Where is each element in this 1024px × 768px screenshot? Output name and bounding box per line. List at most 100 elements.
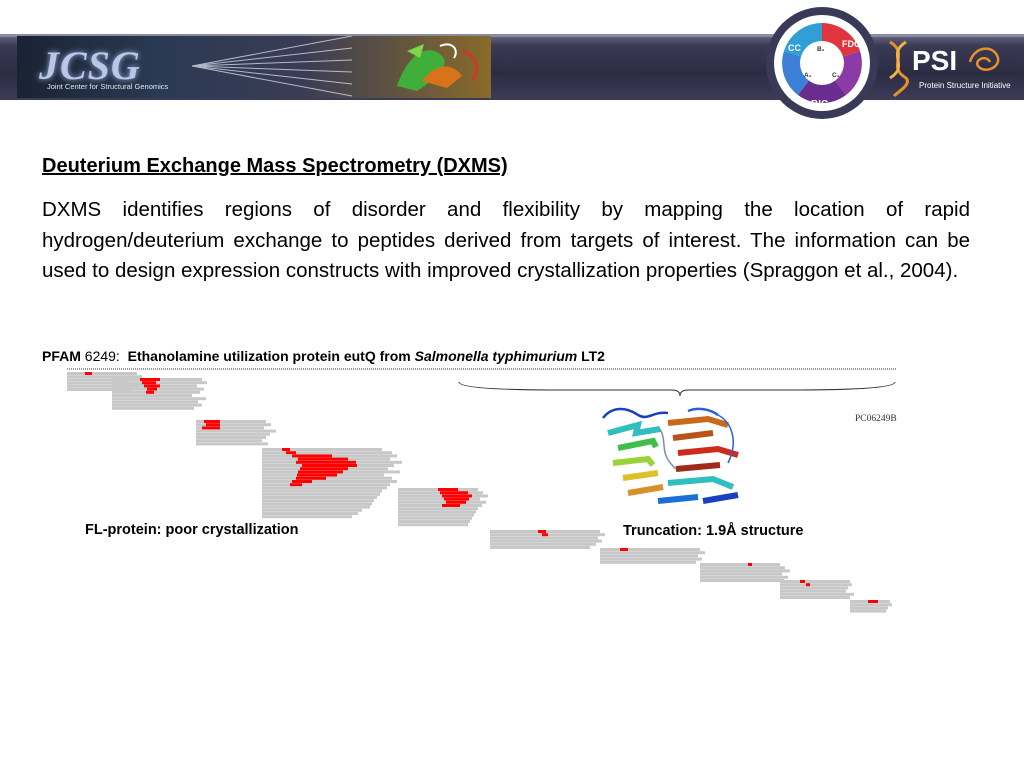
fast-exchange-segment — [444, 497, 469, 501]
peptide-bar-84 — [850, 609, 886, 613]
peptide-bar-21 — [196, 436, 266, 439]
intro-paragraph: DXMS identifies regions of disorder and … — [42, 198, 970, 282]
fast-exchange-segment — [144, 384, 160, 388]
caption-full-length: FL-protein: poor crystallization — [85, 522, 299, 538]
peptide-bar-35 — [262, 483, 390, 487]
peptide-bar-0 — [67, 372, 137, 375]
badge-label-b1: B₁ — [817, 46, 825, 53]
badge-label-c1: C₁ — [832, 72, 840, 79]
peptide-bar-83 — [850, 606, 888, 610]
peptide-bar-52 — [398, 507, 478, 511]
fast-exchange-segment — [298, 470, 343, 474]
peptide-bar-76 — [780, 583, 852, 587]
peptide-bar-17 — [196, 423, 271, 427]
peptide-bar-18 — [196, 426, 264, 430]
fast-exchange-segment — [300, 467, 348, 471]
peptide-bar-16 — [196, 420, 266, 423]
peptide-bar-20 — [196, 432, 270, 436]
peptide-bar-55 — [398, 516, 472, 520]
peptide-bar-40 — [262, 499, 374, 503]
fast-exchange-segment — [748, 563, 752, 566]
psi-subtitle: Protein Structure Initiative — [919, 81, 1011, 90]
fast-exchange-segment — [806, 583, 810, 587]
peptide-bar-25 — [262, 451, 392, 455]
psi-center-badge: CC B₁ FDC A₁ C₁ BIC — [766, 7, 878, 119]
peptide-bar-63 — [490, 546, 590, 549]
fast-exchange-segment — [542, 533, 548, 537]
peptide-bar-69 — [700, 563, 780, 566]
truncation-brace — [458, 381, 896, 397]
peptide-bar-65 — [600, 551, 705, 555]
fast-exchange-segment — [297, 473, 337, 477]
fast-exchange-segment — [438, 488, 458, 491]
peptide-bar-5 — [67, 388, 133, 391]
fast-exchange-segment — [142, 381, 156, 385]
peptide-bar-82 — [850, 603, 892, 607]
peptide-bar-74 — [700, 579, 784, 582]
peptide-bar-7 — [112, 381, 207, 385]
peptide-bar-38 — [262, 492, 380, 496]
peptide-bar-64 — [600, 548, 700, 551]
peptide-bar-1 — [67, 375, 142, 379]
jcsg-subtitle: Joint Center for Structural Genomics — [47, 82, 169, 91]
peptide-bar-54 — [398, 513, 474, 517]
peptide-bar-42 — [262, 505, 370, 509]
peptide-bar-34 — [262, 480, 397, 483]
fast-exchange-segment — [85, 372, 92, 375]
fast-exchange-segment — [296, 476, 326, 480]
psi-logo-text: PSI — [912, 45, 958, 76]
badge-label-cc: CC — [788, 43, 801, 53]
caption-truncation: Truncation: 1.9Å structure — [623, 523, 804, 539]
peptide-bar-51 — [398, 504, 482, 507]
badge-label-bic: BIC — [811, 99, 828, 110]
crystal-structure-image — [602, 407, 739, 504]
peptide-bar-56 — [398, 520, 470, 523]
structure-id-label: PC06249B — [855, 414, 897, 424]
peptide-bar-3 — [67, 381, 147, 385]
fast-exchange-segment — [286, 451, 296, 455]
peptide-bar-72 — [700, 572, 782, 576]
fast-exchange-segment — [282, 448, 290, 451]
peptide-bar-23 — [196, 442, 268, 446]
jcsg-logo: JCSG — [39, 43, 141, 88]
peptide-bar-9 — [112, 387, 204, 391]
fast-exchange-segment — [204, 420, 220, 423]
jcsg-banner: JCSG Joint Center for Structural Genomic… — [17, 36, 491, 98]
peptide-bar-4 — [67, 384, 139, 388]
peptide-bar-79 — [780, 592, 854, 596]
fast-exchange-segment — [800, 580, 805, 583]
fast-exchange-segment — [206, 423, 220, 427]
peptide-bar-2 — [67, 378, 127, 382]
peptide-bar-49 — [398, 497, 480, 501]
peptide-bar-44 — [262, 512, 358, 515]
fast-exchange-segment — [440, 491, 468, 495]
peptide-bar-68 — [600, 560, 696, 564]
pfam-number: 6249: — [84, 348, 120, 364]
fast-exchange-segment — [296, 460, 356, 464]
peptide-bar-22 — [196, 439, 262, 443]
peptide-bar-50 — [398, 500, 486, 504]
pfam-prefix: PFAM — [42, 348, 81, 364]
fast-exchange-segment — [442, 494, 472, 498]
peptide-bar-61 — [490, 539, 602, 543]
peptide-bar-57 — [398, 523, 468, 527]
psi-swirl-icon — [968, 47, 1000, 71]
peptide-bar-15 — [112, 406, 194, 410]
peptide-bar-70 — [700, 566, 785, 570]
fast-exchange-segment — [202, 426, 220, 430]
peptide-bar-80 — [780, 596, 850, 599]
peptide-bar-73 — [700, 575, 788, 579]
peptide-bar-53 — [398, 510, 476, 514]
peptide-bar-11 — [112, 394, 192, 397]
peptide-bar-43 — [262, 508, 362, 512]
peptide-bar-45 — [262, 515, 352, 519]
fast-exchange-segment — [147, 387, 157, 391]
pfam-description: Ethanolamine utilization protein eutQ fr… — [127, 348, 411, 364]
peptide-bar-12 — [112, 397, 206, 401]
fast-exchange-segment — [442, 504, 460, 507]
peptide-bar-71 — [700, 569, 790, 573]
peptide-bar-36 — [262, 486, 387, 490]
pfam-strain: LT2 — [581, 348, 605, 364]
pfam-label: PFAM 6249: Ethanolamine utilization prot… — [42, 348, 605, 364]
dxms-peptide-map — [67, 368, 897, 613]
